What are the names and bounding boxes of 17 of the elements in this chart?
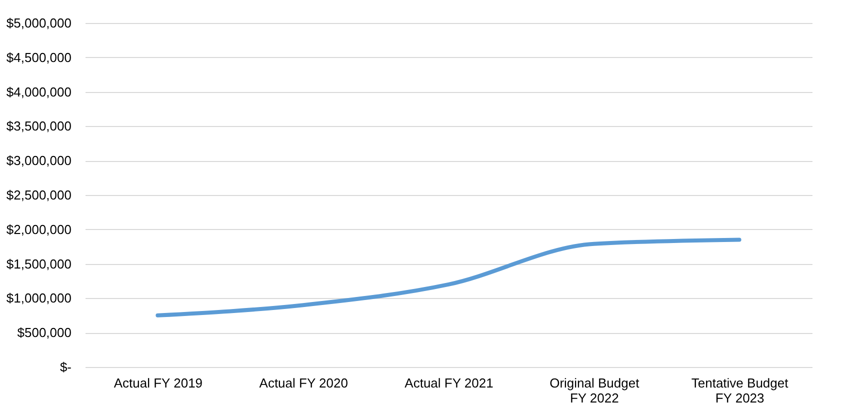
y-tick-label: $4,000,000 bbox=[6, 84, 72, 100]
y-tick-label: $- bbox=[60, 360, 72, 374]
x-tick-label: Actual FY 2019 bbox=[114, 376, 203, 390]
y-tick-label: $1,500,000 bbox=[6, 256, 72, 272]
x-tick-label: Actual FY 2020 bbox=[259, 376, 348, 390]
line-series bbox=[156, 238, 742, 318]
y-tick-label: $1,000,000 bbox=[6, 290, 72, 306]
x-tick-label: Tentative Budget FY 2023 bbox=[691, 376, 789, 406]
y-tick-label: $3,500,000 bbox=[6, 118, 72, 134]
x-tick-label: Actual FY 2021 bbox=[404, 376, 494, 390]
x-tick-label: Original Budget FY 2022 bbox=[550, 376, 640, 406]
y-tick-label: $4,500,000 bbox=[6, 50, 72, 65]
y-tick-label: $500,000 bbox=[17, 325, 72, 340]
y-tick-label: $3,000,000 bbox=[6, 153, 72, 168]
y-tick-label: $2,500,000 bbox=[6, 188, 72, 202]
y-tick-label: $5,000,000 bbox=[6, 16, 72, 30]
y-tick-label: $2,000,000 bbox=[6, 222, 72, 237]
